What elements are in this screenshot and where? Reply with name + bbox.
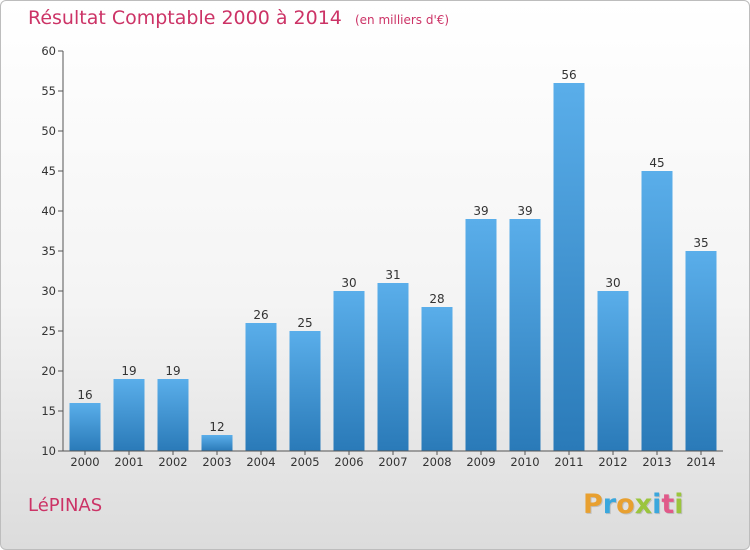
bar-2004 — [245, 323, 277, 451]
bar-2008 — [421, 307, 453, 451]
x-tick-label-2000: 2000 — [70, 455, 99, 469]
commune-name: LéPINAS — [28, 495, 103, 516]
value-label-2002: 19 — [165, 364, 180, 378]
x-tick-label-2011: 2011 — [554, 455, 583, 469]
y-tick-label-30: 30 — [41, 284, 56, 298]
x-tick-label-2014: 2014 — [686, 455, 715, 469]
x-tick-label-2013: 2013 — [642, 455, 671, 469]
x-tick-label-2003: 2003 — [202, 455, 231, 469]
x-tick-label-2008: 2008 — [422, 455, 451, 469]
x-tick-label-2007: 2007 — [378, 455, 407, 469]
brand-letter-0: P — [583, 489, 603, 520]
bar-2010 — [509, 219, 541, 451]
y-tick-label-20: 20 — [41, 364, 56, 378]
x-tick-label-2006: 2006 — [334, 455, 363, 469]
bar-2003 — [201, 435, 233, 451]
value-label-2014: 35 — [693, 236, 708, 250]
x-tick-label-2001: 2001 — [114, 455, 143, 469]
bar-2014 — [685, 251, 717, 451]
value-label-2005: 25 — [297, 316, 312, 330]
brand-letter-3: x — [634, 489, 653, 520]
bar-2000 — [69, 403, 101, 451]
axes-layer: 2000 2001 2002 2003 2004 2005 2006 2007 2008 2009… — [41, 44, 723, 469]
value-label-2006: 30 — [341, 276, 356, 290]
bar-2007 — [377, 283, 409, 451]
y-tick-label-55: 55 — [41, 84, 56, 98]
value-label-2003: 12 — [209, 420, 224, 434]
bars-layer: 16 19 19 12 26 25 30 31 28 39 39 56 30 45 35 — [69, 68, 717, 451]
bar-2001 — [113, 379, 145, 451]
value-label-2013: 45 — [649, 156, 664, 170]
value-label-2010: 39 — [517, 204, 532, 218]
value-label-2011: 56 — [561, 68, 576, 82]
bar-2013 — [641, 171, 673, 451]
value-label-2012: 30 — [605, 276, 620, 290]
value-label-2001: 19 — [121, 364, 136, 378]
bar-2005 — [289, 331, 321, 451]
brand-logo: Proxiti — [583, 489, 684, 520]
bar-2012 — [597, 291, 629, 451]
value-label-2000: 16 — [77, 388, 92, 402]
brand-letter-6: i — [674, 489, 684, 520]
x-tick-label-2009: 2009 — [466, 455, 495, 469]
y-tick-label-50: 50 — [41, 124, 56, 138]
x-tick-label-2005: 2005 — [290, 455, 319, 469]
brand-letter-1: r — [602, 489, 617, 520]
value-label-2007: 31 — [385, 268, 400, 282]
chart-title: Résultat Comptable 2000 à 2014 — [28, 7, 342, 29]
brand-letter-5: t — [661, 489, 675, 520]
bar-2009 — [465, 219, 497, 451]
x-tick-label-2002: 2002 — [158, 455, 187, 469]
y-tick-label-60: 60 — [41, 44, 56, 58]
chart-subtitle: (en milliers d'€) — [354, 13, 450, 27]
y-tick-label-45: 45 — [41, 164, 56, 178]
value-label-2009: 39 — [473, 204, 488, 218]
y-tick-label-15: 15 — [41, 404, 56, 418]
bar-2002 — [157, 379, 189, 451]
x-tick-label-2010: 2010 — [510, 455, 539, 469]
brand-letter-2: o — [616, 489, 635, 520]
bar-2006 — [333, 291, 365, 451]
y-tick-label-35: 35 — [41, 244, 56, 258]
y-tick-label-40: 40 — [41, 204, 56, 218]
value-label-2004: 26 — [253, 308, 268, 322]
y-tick-label-10: 10 — [41, 444, 56, 458]
brand-letter-4: i — [652, 489, 662, 520]
bar-2011 — [553, 83, 585, 451]
value-label-2008: 28 — [429, 292, 444, 306]
title-row: Résultat Comptable 2000 à 2014 (en milli… — [28, 7, 449, 29]
x-tick-label-2004: 2004 — [246, 455, 275, 469]
x-tick-label-2012: 2012 — [598, 455, 627, 469]
y-tick-label-25: 25 — [41, 324, 56, 338]
